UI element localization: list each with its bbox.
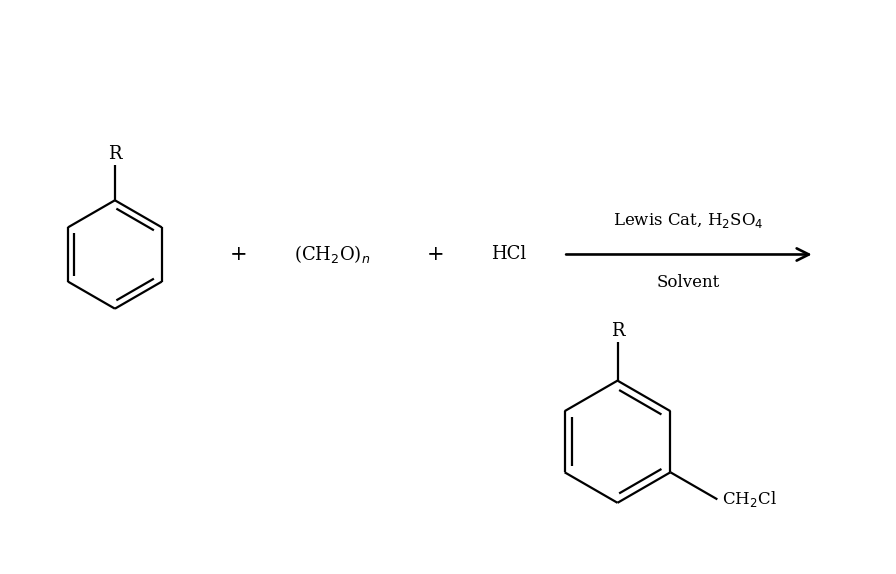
Text: +: +: [229, 245, 247, 264]
Text: Lewis Cat, H$_2$SO$_4$: Lewis Cat, H$_2$SO$_4$: [613, 211, 763, 230]
Text: +: +: [426, 245, 444, 264]
Text: Solvent: Solvent: [657, 274, 720, 291]
Text: R: R: [108, 145, 122, 163]
Text: HCl: HCl: [492, 246, 527, 263]
Text: (CH$_2$O)$_n$: (CH$_2$O)$_n$: [294, 243, 370, 266]
Text: R: R: [611, 321, 625, 340]
Text: CH$_2$Cl: CH$_2$Cl: [722, 490, 777, 509]
